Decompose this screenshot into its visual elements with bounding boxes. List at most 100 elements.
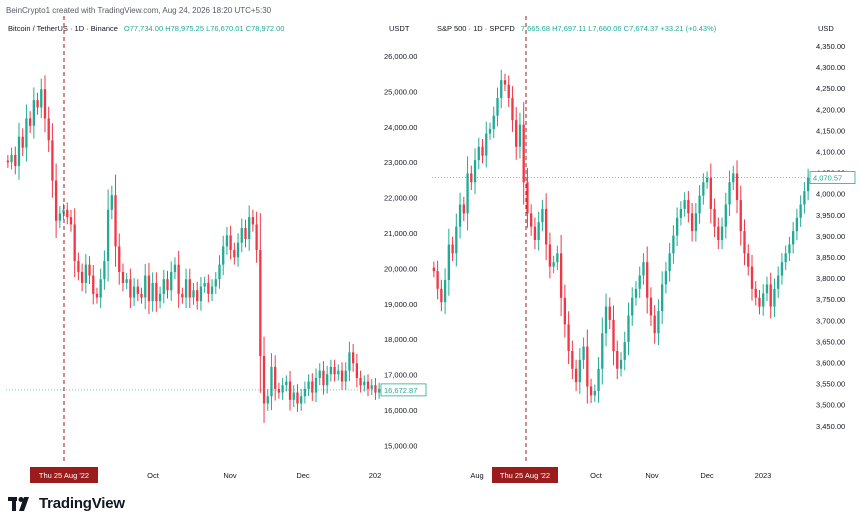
candle-body bbox=[747, 253, 750, 267]
candle-body bbox=[791, 231, 795, 245]
candle-body bbox=[121, 271, 125, 283]
candle-body bbox=[10, 154, 13, 163]
tradingview-wordmark: TradingView bbox=[39, 495, 125, 512]
candle-body bbox=[784, 253, 787, 263]
candle-body bbox=[466, 173, 469, 214]
candle-body bbox=[806, 177, 810, 192]
candle-body bbox=[236, 242, 240, 258]
candle-body bbox=[125, 279, 128, 283]
candle-body bbox=[717, 226, 720, 241]
candle-body bbox=[188, 279, 191, 298]
candle-body bbox=[240, 228, 243, 243]
candle-body bbox=[95, 293, 99, 298]
candle-body bbox=[40, 89, 43, 108]
y-tick-label: 3,550.00 bbox=[816, 380, 845, 389]
candle-body bbox=[530, 213, 533, 227]
candle-body bbox=[296, 392, 299, 404]
candle-body bbox=[311, 381, 314, 393]
x-tick-label: Aug bbox=[470, 471, 483, 480]
y-tick-label: 22,000.00 bbox=[384, 194, 417, 203]
candle-body bbox=[455, 226, 458, 254]
candle-body bbox=[526, 182, 529, 214]
candle-body bbox=[769, 284, 772, 307]
candle-body bbox=[657, 311, 660, 334]
last-price-label: 16,672.87 bbox=[384, 386, 417, 395]
candle-body bbox=[511, 97, 514, 121]
candle-body bbox=[548, 244, 552, 267]
candle-body bbox=[627, 315, 630, 343]
x-tick-label: Dec bbox=[296, 471, 310, 480]
candle-body bbox=[432, 267, 436, 272]
candle-body bbox=[724, 204, 727, 227]
y-tick-label: 3,950.00 bbox=[816, 211, 845, 220]
candle-body bbox=[631, 297, 634, 316]
candle-body bbox=[259, 250, 262, 356]
candle-body bbox=[14, 154, 17, 166]
y-tick-label: 4,000.00 bbox=[816, 190, 845, 199]
candle-body bbox=[795, 217, 799, 232]
candle-body bbox=[262, 356, 266, 404]
candle-body bbox=[192, 290, 195, 298]
candle-body bbox=[374, 385, 377, 393]
candle-body bbox=[151, 282, 154, 302]
candle-body bbox=[337, 370, 340, 375]
spx-ohlc: 7,665.68 H7,697.11 L7,660.06 C7,674.37 +… bbox=[520, 24, 717, 33]
candle-body bbox=[266, 396, 269, 404]
y-tick-label: 4,150.00 bbox=[816, 126, 845, 135]
x-tick-label: 2023 bbox=[755, 471, 772, 480]
y-tick-label: 17,000.00 bbox=[384, 371, 417, 380]
y-tick-label: 21,000.00 bbox=[384, 229, 417, 238]
candle-body bbox=[303, 388, 307, 397]
candle-body bbox=[634, 288, 638, 298]
candle-body bbox=[277, 388, 281, 393]
candle-body bbox=[288, 381, 292, 400]
x-tick-label: Oct bbox=[590, 471, 603, 480]
candle-body bbox=[556, 253, 559, 263]
candle-body bbox=[140, 293, 143, 298]
candle-body bbox=[537, 222, 540, 241]
candle-body bbox=[488, 129, 492, 134]
chart-credit: BeinCrypto1 created with TradingView.com… bbox=[6, 6, 272, 15]
candle-body bbox=[248, 217, 251, 240]
y-tick-label: 19,000.00 bbox=[384, 300, 417, 309]
candle-body bbox=[281, 385, 284, 393]
candle-body bbox=[559, 253, 563, 298]
y-tick-label: 25,000.00 bbox=[384, 87, 417, 96]
last-price-label: 4,070.57 bbox=[813, 174, 842, 183]
candle-body bbox=[58, 213, 61, 221]
y-tick-label: 4,350.00 bbox=[816, 42, 845, 51]
candle-body bbox=[166, 279, 169, 291]
candle-body bbox=[318, 370, 321, 378]
candle-body bbox=[533, 226, 537, 241]
candle-body bbox=[705, 177, 709, 183]
candle-body bbox=[84, 264, 87, 283]
candle-body bbox=[32, 100, 35, 126]
candle-body bbox=[285, 381, 288, 386]
candle-body bbox=[563, 297, 567, 325]
candle-body bbox=[307, 381, 310, 389]
candle-body bbox=[348, 352, 351, 371]
candle-body bbox=[503, 80, 507, 85]
candle-body bbox=[571, 351, 574, 369]
y-tick-label: 3,850.00 bbox=[816, 253, 845, 262]
candle-body bbox=[496, 97, 499, 116]
y-tick-label: 3,700.00 bbox=[816, 316, 845, 325]
candle-body bbox=[36, 100, 39, 108]
candle-body bbox=[377, 388, 381, 393]
candle-body bbox=[687, 200, 690, 214]
candle-body bbox=[803, 191, 806, 205]
candle-body bbox=[541, 208, 544, 223]
candle-body bbox=[21, 136, 24, 148]
btc-ohlc: O77,734.00 H78,975.25 L76,670.01 C78,972… bbox=[123, 24, 285, 33]
candle-body bbox=[28, 118, 32, 126]
candle-body bbox=[340, 370, 344, 382]
candle-body bbox=[233, 250, 236, 258]
candle-body bbox=[702, 182, 705, 196]
y-tick-label: 3,750.00 bbox=[816, 295, 845, 304]
candle-body bbox=[181, 293, 184, 298]
candle-body bbox=[162, 279, 165, 294]
candle-body bbox=[129, 279, 132, 298]
candle-body bbox=[132, 286, 136, 298]
candle-body bbox=[300, 396, 303, 404]
